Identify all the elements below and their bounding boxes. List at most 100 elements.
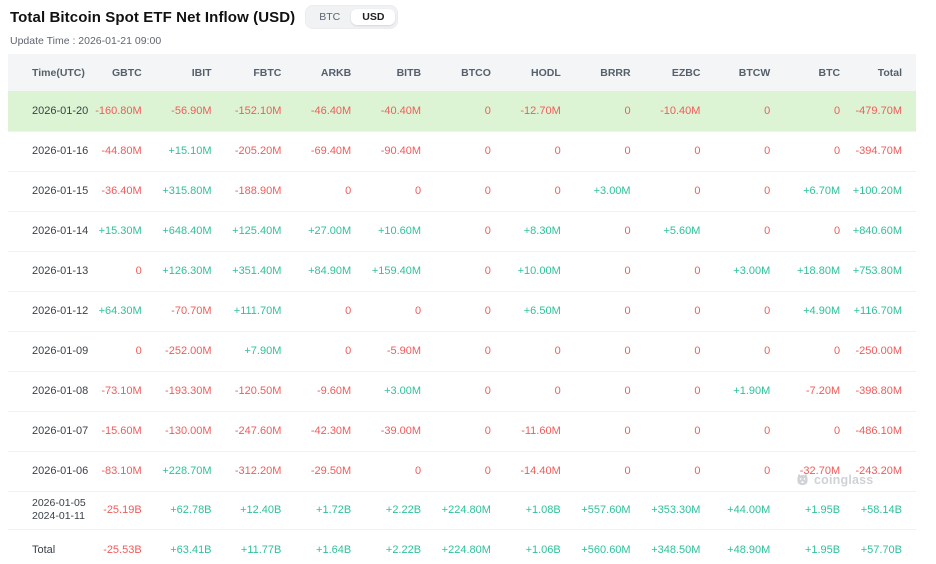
value-cell: 0 xyxy=(287,331,357,371)
column-header: BTC xyxy=(776,54,846,91)
value-cell: +15.10M xyxy=(148,131,218,171)
column-header: EZBC xyxy=(637,54,707,91)
value-cell: 0 xyxy=(567,451,637,491)
value-cell: -10.40M xyxy=(637,91,707,131)
value-cell: +126.30M xyxy=(148,251,218,291)
value-cell: 0 xyxy=(497,371,567,411)
toggle-usd-button[interactable]: USD xyxy=(351,9,395,26)
value-cell: 0 xyxy=(427,211,497,251)
value-cell: 0 xyxy=(637,371,707,411)
value-cell: +1.06B xyxy=(497,529,567,564)
value-cell: -83.10M xyxy=(78,451,148,491)
value-cell: -7.20M xyxy=(776,371,846,411)
value-cell: -25.19B xyxy=(78,491,148,529)
value-cell: 0 xyxy=(497,331,567,371)
value-cell: +2.22B xyxy=(357,491,427,529)
etf-netflow-table: Time(UTC)GBTCIBITFBTCARKBBITBBTCOHODLBRR… xyxy=(8,54,916,564)
table-row: 2026-01-20-160.80M-56.90M-152.10M-46.40M… xyxy=(8,91,916,131)
value-cell: 0 xyxy=(637,251,707,291)
value-cell: 0 xyxy=(567,331,637,371)
value-cell: 0 xyxy=(637,331,707,371)
value-cell: 0 xyxy=(497,131,567,171)
value-cell: -39.00M xyxy=(357,411,427,451)
page-title: Total Bitcoin Spot ETF Net Inflow (USD) xyxy=(10,9,295,26)
column-header: IBIT xyxy=(148,54,218,91)
update-time: Update Time : 2026-01-21 09:00 xyxy=(0,28,936,48)
value-cell: -252.00M xyxy=(148,331,218,371)
value-cell: -394.70M xyxy=(846,131,916,171)
date-cell: 2026-01-12 xyxy=(8,291,78,331)
value-cell: -120.50M xyxy=(218,371,288,411)
value-cell: -69.40M xyxy=(287,131,357,171)
value-cell: +5.60M xyxy=(637,211,707,251)
value-cell: 0 xyxy=(567,251,637,291)
value-cell: -12.70M xyxy=(497,91,567,131)
value-cell: -130.00M xyxy=(148,411,218,451)
table-row: 2026-01-06-83.10M+228.70M-312.20M-29.50M… xyxy=(8,451,916,491)
value-cell: +224.80M xyxy=(427,529,497,564)
value-cell: +27.00M xyxy=(287,211,357,251)
value-cell: +159.40M xyxy=(357,251,427,291)
value-cell: 0 xyxy=(706,451,776,491)
value-cell: 0 xyxy=(706,411,776,451)
table-row: 2026-01-08-73.10M-193.30M-120.50M-9.60M+… xyxy=(8,371,916,411)
value-cell: +15.30M xyxy=(78,211,148,251)
value-cell: +111.70M xyxy=(218,291,288,331)
value-cell: 0 xyxy=(706,171,776,211)
value-cell: -46.40M xyxy=(287,91,357,131)
value-cell: +2.22B xyxy=(357,529,427,564)
date-cell: 2026-01-06 xyxy=(8,451,78,491)
value-cell: -160.80M xyxy=(78,91,148,131)
value-cell: -188.90M xyxy=(218,171,288,211)
value-cell: 0 xyxy=(776,91,846,131)
value-cell: +1.90M xyxy=(706,371,776,411)
value-cell: -29.50M xyxy=(287,451,357,491)
date-cell: 2026-01-20 xyxy=(8,91,78,131)
value-cell: 0 xyxy=(567,371,637,411)
value-cell: +753.80M xyxy=(846,251,916,291)
column-header: FBTC xyxy=(218,54,288,91)
date-cell: 2026-01-13 xyxy=(8,251,78,291)
value-cell: 0 xyxy=(637,411,707,451)
value-cell: 0 xyxy=(706,211,776,251)
column-header: Time(UTC) xyxy=(8,54,78,91)
value-cell: +62.78B xyxy=(148,491,218,529)
value-cell: 0 xyxy=(706,131,776,171)
column-header: BTCO xyxy=(427,54,497,91)
value-cell: -56.90M xyxy=(148,91,218,131)
toggle-btc-button[interactable]: BTC xyxy=(308,9,351,26)
value-cell: -250.00M xyxy=(846,331,916,371)
value-cell: 0 xyxy=(357,291,427,331)
table-head: Time(UTC)GBTCIBITFBTCARKBBITBBTCOHODLBRR… xyxy=(8,54,916,91)
date-cell: 2026-01-09 xyxy=(8,331,78,371)
value-cell: +48.90M xyxy=(706,529,776,564)
value-cell: -5.90M xyxy=(357,331,427,371)
date-cell: 2026-01-08 xyxy=(8,371,78,411)
value-cell: +12.40B xyxy=(218,491,288,529)
value-cell: 0 xyxy=(427,291,497,331)
value-cell: +224.80M xyxy=(427,491,497,529)
value-cell: +7.90M xyxy=(218,331,288,371)
value-cell: 0 xyxy=(706,331,776,371)
value-cell: +57.70B xyxy=(846,529,916,564)
value-cell: 0 xyxy=(567,211,637,251)
value-cell: -14.40M xyxy=(497,451,567,491)
value-cell: 0 xyxy=(567,291,637,331)
value-cell: -40.40M xyxy=(357,91,427,131)
table-row: 2026-01-052024-01-11-25.19B+62.78B+12.40… xyxy=(8,491,916,529)
value-cell: +353.30M xyxy=(637,491,707,529)
value-cell: 0 xyxy=(637,171,707,211)
value-cell: -42.30M xyxy=(287,411,357,451)
topbar: Total Bitcoin Spot ETF Net Inflow (USD) … xyxy=(0,0,936,28)
value-cell: +44.00M xyxy=(706,491,776,529)
value-cell: -9.60M xyxy=(287,371,357,411)
value-cell: 0 xyxy=(706,91,776,131)
table-row: 2026-01-16-44.80M+15.10M-205.20M-69.40M-… xyxy=(8,131,916,171)
value-cell: +11.77B xyxy=(218,529,288,564)
value-cell: +63.41B xyxy=(148,529,218,564)
column-header: Total xyxy=(846,54,916,91)
value-cell: +1.08B xyxy=(497,491,567,529)
value-cell: 0 xyxy=(776,131,846,171)
table-row: 2026-01-15-36.40M+315.80M-188.90M0000+3.… xyxy=(8,171,916,211)
value-cell: 0 xyxy=(427,171,497,211)
